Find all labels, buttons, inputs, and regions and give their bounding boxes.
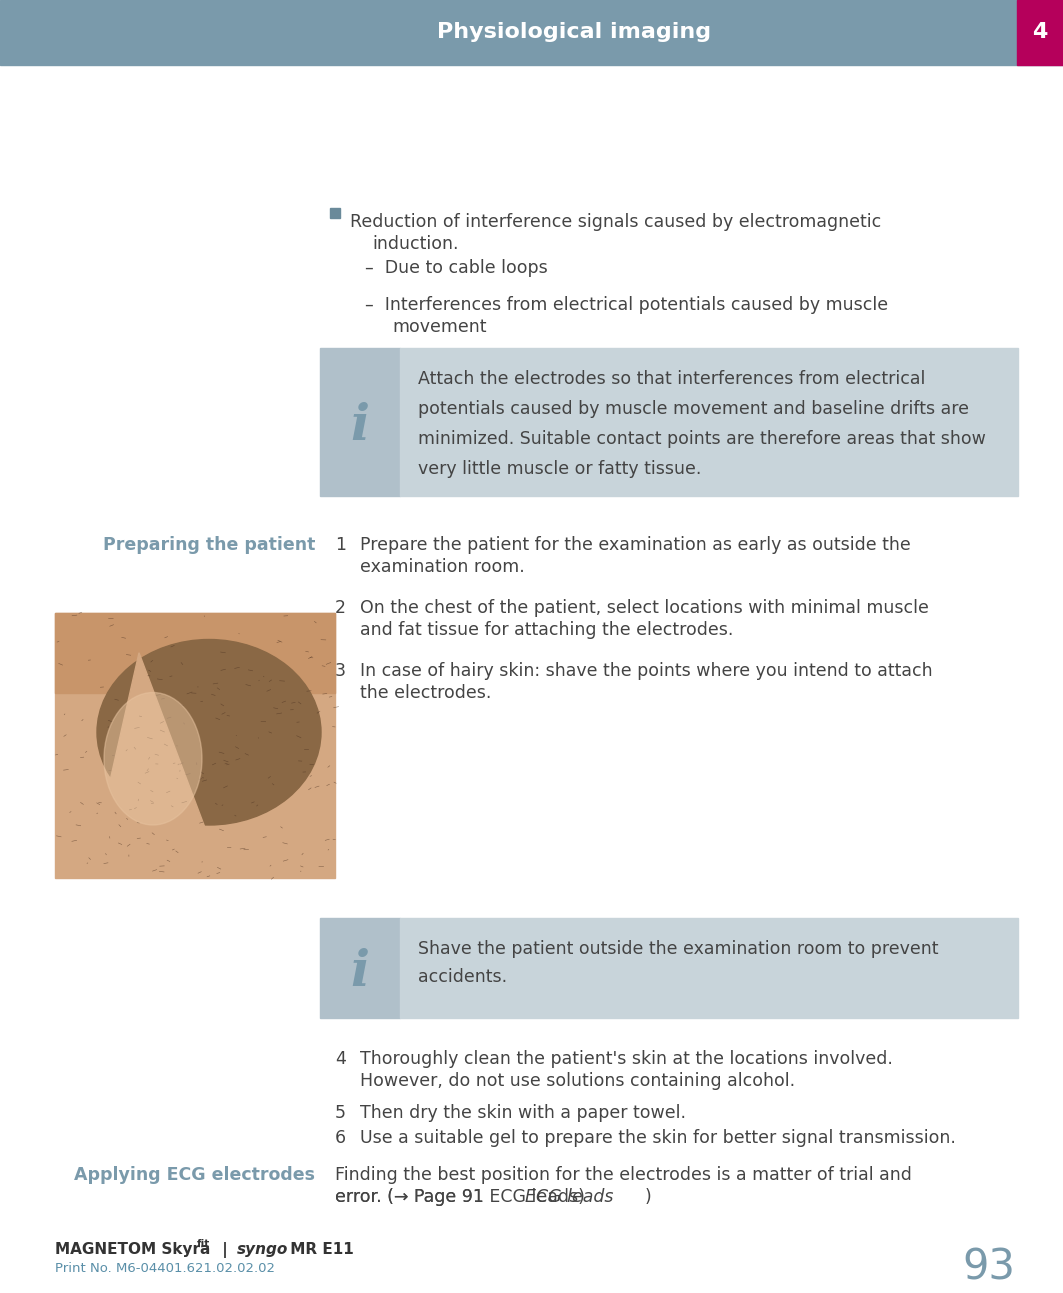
Text: accidents.: accidents. — [418, 968, 507, 987]
Text: Shave the patient outside the examination room to prevent: Shave the patient outside the examinatio… — [418, 940, 939, 958]
Text: MAGNETOM Skyra: MAGNETOM Skyra — [55, 1243, 210, 1257]
Text: movement: movement — [392, 318, 487, 336]
Text: error. (→ Page 91: error. (→ Page 91 — [335, 1188, 489, 1206]
Text: –  Interferences from electrical potentials caused by muscle: – Interferences from electrical potentia… — [365, 296, 888, 314]
Text: In case of hairy skin: shave the points where you intend to attach: In case of hairy skin: shave the points … — [360, 662, 932, 680]
Text: Print No. M6-04401.621.02.02.02: Print No. M6-04401.621.02.02.02 — [55, 1262, 275, 1275]
Text: potentials caused by muscle movement and baseline drifts are: potentials caused by muscle movement and… — [418, 400, 969, 418]
Bar — [0, 0, 1063, 65]
Text: Applying ECG electrodes: Applying ECG electrodes — [74, 1166, 315, 1184]
Text: 2: 2 — [335, 599, 345, 617]
Text: induction.: induction. — [372, 235, 458, 253]
Text: 4: 4 — [1032, 22, 1048, 43]
Text: ECG leads: ECG leads — [525, 1188, 613, 1206]
Text: Physiological imaging: Physiological imaging — [437, 22, 711, 43]
Bar — [320, 918, 400, 1018]
Text: Thoroughly clean the patient's skin at the locations involved.: Thoroughly clean the patient's skin at t… — [360, 1050, 893, 1068]
Text: error. (→ Page 91 ECG leads): error. (→ Page 91 ECG leads) — [335, 1188, 585, 1206]
Text: ): ) — [645, 1188, 652, 1206]
Text: Use a suitable gel to prepare the skin for better signal transmission.: Use a suitable gel to prepare the skin f… — [360, 1129, 956, 1147]
Text: i: i — [351, 402, 370, 450]
Bar — [55, 613, 335, 878]
Bar — [55, 613, 335, 693]
Bar — [400, 918, 1018, 1018]
Text: fit: fit — [197, 1239, 210, 1249]
Text: Preparing the patient: Preparing the patient — [103, 537, 315, 553]
Text: the electrodes.: the electrodes. — [360, 684, 491, 702]
Text: examination room.: examination room. — [360, 559, 525, 575]
Bar — [330, 208, 340, 219]
Text: Then dry the skin with a paper towel.: Then dry the skin with a paper towel. — [360, 1104, 686, 1122]
Text: minimized. Suitable contact points are therefore areas that show: minimized. Suitable contact points are t… — [418, 431, 985, 447]
Bar — [400, 348, 1018, 497]
Text: Prepare the patient for the examination as early as outside the: Prepare the patient for the examination … — [360, 537, 911, 553]
Text: 5: 5 — [335, 1104, 345, 1122]
Text: MR E11: MR E11 — [285, 1243, 354, 1257]
Text: On the chest of the patient, select locations with minimal muscle: On the chest of the patient, select loca… — [360, 599, 929, 617]
Text: 93: 93 — [962, 1246, 1015, 1289]
Ellipse shape — [97, 640, 321, 825]
Text: syngo: syngo — [237, 1243, 288, 1257]
Text: |: | — [217, 1243, 233, 1258]
Text: 1: 1 — [335, 537, 345, 553]
Bar — [320, 348, 400, 497]
Text: However, do not use solutions containing alcohol.: However, do not use solutions containing… — [360, 1072, 795, 1090]
Text: and fat tissue for attaching the electrodes.: and fat tissue for attaching the electro… — [360, 621, 733, 639]
Text: i: i — [351, 948, 370, 997]
Text: Attach the electrodes so that interferences from electrical: Attach the electrodes so that interferen… — [418, 370, 926, 388]
Text: 4: 4 — [335, 1050, 345, 1068]
Text: 3: 3 — [335, 662, 345, 680]
Text: Finding the best position for the electrodes is a matter of trial and: Finding the best position for the electr… — [335, 1166, 912, 1184]
Text: –  Due to cable loops: – Due to cable loops — [365, 259, 547, 277]
Polygon shape — [97, 653, 209, 838]
Bar — [1017, 0, 1063, 65]
Text: very little muscle or fatty tissue.: very little muscle or fatty tissue. — [418, 460, 702, 478]
Text: Reduction of interference signals caused by electromagnetic: Reduction of interference signals caused… — [350, 213, 881, 231]
Ellipse shape — [104, 693, 202, 825]
Text: 6: 6 — [335, 1129, 347, 1147]
